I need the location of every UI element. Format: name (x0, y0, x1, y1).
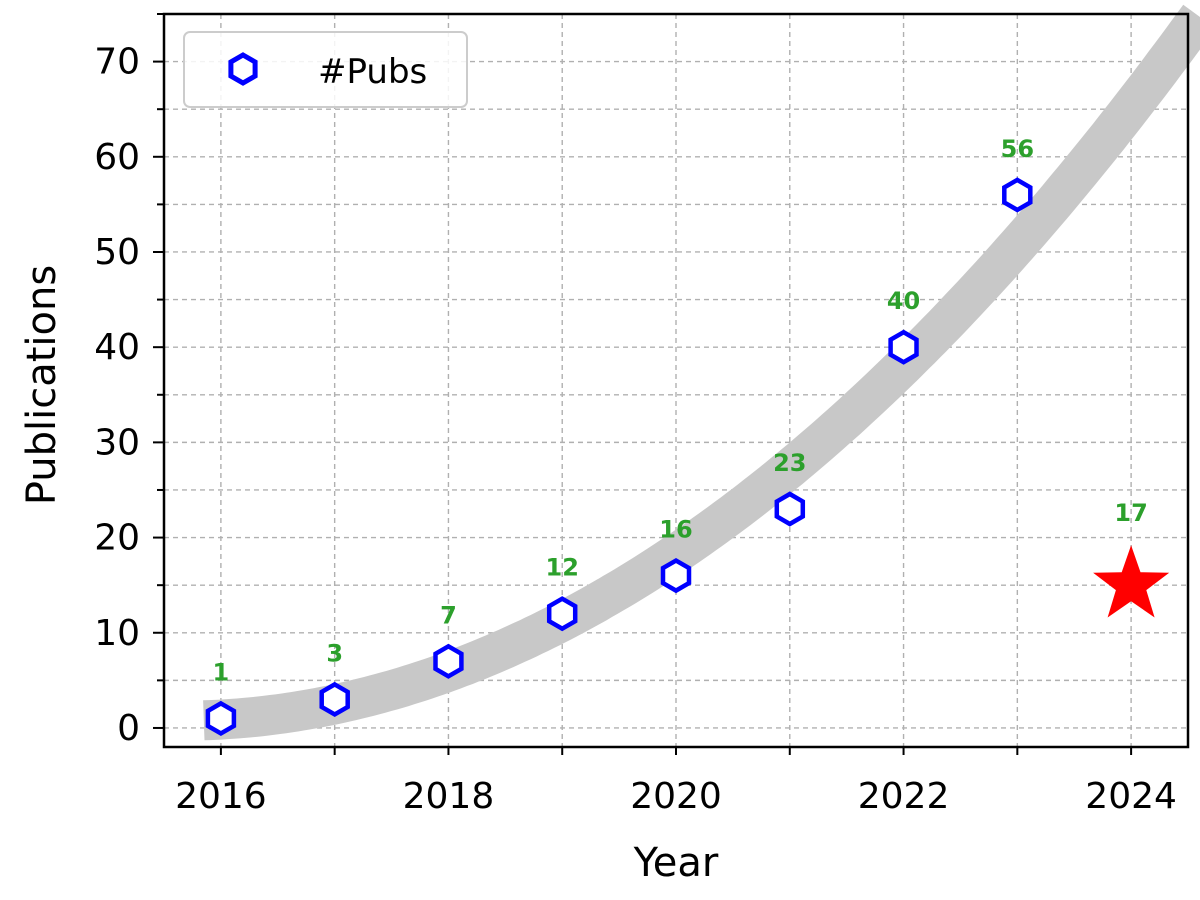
data-label: 40 (887, 287, 920, 315)
data-label: 12 (546, 554, 579, 582)
data-point-hexagon (660, 558, 692, 594)
legend-box (183, 31, 468, 108)
data-label: 56 (1001, 135, 1034, 163)
x-tick-label: 2018 (403, 776, 495, 817)
y-tick-label: 70 (94, 42, 140, 83)
legend-hexagon-icon (228, 52, 258, 86)
axis-ticks: 2016 2018 2020 2022 2024 0 10 20 30 40 50 60 70 (94, 13, 1177, 817)
y-axis-title: Publications (19, 265, 65, 505)
y-tick-label: 0 (117, 708, 140, 749)
data-label: 3 (326, 639, 343, 667)
data-point-hexagon (546, 596, 578, 632)
data-point-hexagon (1002, 177, 1033, 213)
data-marks: 1 3 7 12 16 23 40 56 17 (205, 135, 1170, 736)
x-axis-title: Year (633, 840, 719, 886)
y-tick-label: 40 (94, 327, 140, 368)
data-point-hexagon (205, 700, 237, 736)
data-label: 17 (1114, 499, 1147, 527)
grid (164, 13, 1188, 747)
data-point-hexagon (774, 491, 806, 527)
data-label: 7 (440, 601, 457, 629)
x-tick-label: 2022 (858, 776, 950, 817)
plot-frame (162, 12, 1190, 749)
data-point-hexagon (433, 643, 464, 679)
data-point-hexagon (319, 681, 350, 717)
x-tick-label: 2016 (175, 776, 267, 817)
y-tick-label: 60 (94, 137, 140, 178)
y-tick-label: 30 (94, 422, 140, 463)
y-tick-label: 20 (94, 518, 140, 559)
legend: #Pubs (183, 31, 468, 108)
x-tick-label: 2020 (630, 776, 722, 817)
legend-label: #Pubs (318, 52, 427, 92)
data-label: 1 (213, 658, 230, 686)
data-point-hexagon (888, 329, 919, 365)
data-label: 23 (773, 449, 806, 477)
x-tick-label: 2024 (1085, 776, 1177, 817)
y-tick-label: 50 (94, 232, 140, 273)
trend-band (203, 4, 1200, 741)
data-label: 16 (659, 516, 692, 544)
data-point-star (1093, 545, 1170, 618)
y-tick-label: 10 (94, 613, 140, 654)
